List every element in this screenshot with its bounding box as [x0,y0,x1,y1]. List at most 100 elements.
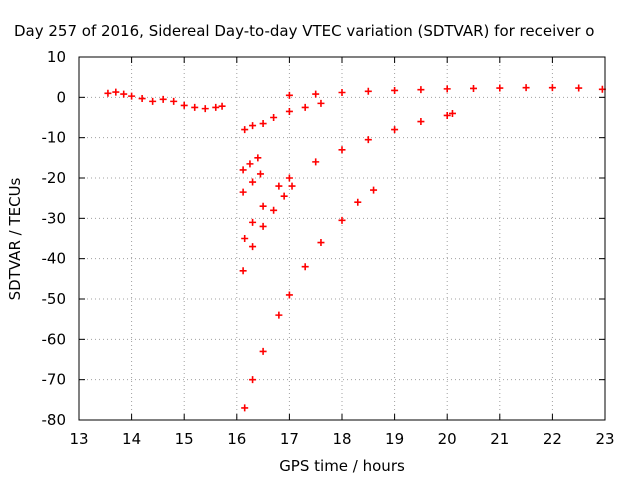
data-point [138,95,146,103]
data-point [212,103,220,111]
y-tick-label: -80 [42,411,67,429]
data-point [370,186,378,194]
data-points [104,84,606,412]
data-point [239,188,247,196]
data-point [417,118,425,126]
data-point [285,107,293,115]
data-point [301,103,309,111]
x-tick-label: 22 [543,430,562,448]
data-point [275,182,283,190]
data-point [391,86,399,94]
data-point [338,88,346,96]
data-series [241,99,325,134]
data-point [241,126,249,134]
data-point [317,239,325,247]
data-point [159,95,167,103]
data-point [241,235,249,242]
data-point [270,114,278,121]
x-tick-label: 21 [490,430,509,448]
data-point [338,216,346,224]
x-tick-label: 19 [385,430,404,448]
data-point [575,84,583,92]
data-point [112,88,120,96]
data-point [218,102,226,110]
y-tick-label: 10 [47,48,66,66]
data-point [364,136,372,144]
data-point [448,109,456,117]
data-point [249,178,257,186]
data-point [417,86,425,94]
x-tick-label: 23 [595,430,614,448]
data-point [285,174,293,182]
data-point [254,154,262,162]
data-series [239,154,262,174]
data-series [239,182,296,275]
data-point [496,84,504,92]
data-point [191,103,199,111]
data-point [470,84,477,92]
data-point [443,111,451,119]
y-tick-label: -50 [42,290,67,308]
x-axis-label: GPS time / hours [279,457,405,475]
y-tick-label: -30 [42,209,67,227]
data-point [249,122,257,130]
y-tick-label: -40 [42,250,67,268]
data-point [338,146,346,154]
data-point [364,87,372,95]
chart-title: Day 257 of 2016, Sidereal Day-to-day VTE… [14,22,594,40]
x-tick-label: 13 [69,430,88,448]
y-tick-label: -60 [42,330,67,348]
data-point [285,91,293,99]
y-axis-label: SDTVAR / TECUs [6,177,24,300]
data-point [288,182,296,190]
data-point [120,90,128,98]
y-tick-label: -20 [42,169,67,187]
data-point [312,158,320,166]
x-tick-label: 15 [175,430,194,448]
data-point [180,101,188,109]
data-series [241,109,456,242]
data-point [246,160,254,168]
y-tick-label: -10 [42,129,67,147]
data-point [249,218,257,226]
y-tick-label: -70 [42,371,67,389]
data-point [256,170,264,178]
data-point [548,84,556,92]
data-point [354,198,362,206]
data-point [259,120,267,128]
x-tick-label: 14 [122,430,141,448]
data-point [317,99,325,107]
data-point [128,92,136,100]
y-tick-label: 0 [56,88,66,106]
data-series [241,186,378,412]
plot-frame [78,56,606,421]
data-point [249,376,257,384]
data-point [275,311,283,319]
x-tick-label: 17 [280,430,299,448]
data-series [239,170,264,196]
data-point [522,84,530,92]
x-tick-label: 20 [438,430,457,448]
data-point [270,206,278,214]
data-point [280,192,288,200]
data-series [104,88,226,113]
data-point [301,263,309,271]
data-point [239,166,247,174]
data-point [259,222,267,230]
data-point [312,90,320,98]
data-point [170,97,178,105]
data-point [443,85,451,93]
data-point [241,404,249,412]
data-point [239,267,247,275]
x-tick-label: 16 [227,430,246,448]
data-point [201,105,209,113]
data-point [391,126,399,134]
data-point [149,97,157,105]
data-point [249,243,257,251]
data-point [259,347,267,355]
x-tick-label: 18 [332,430,351,448]
data-point [259,202,267,210]
data-series [285,84,606,99]
